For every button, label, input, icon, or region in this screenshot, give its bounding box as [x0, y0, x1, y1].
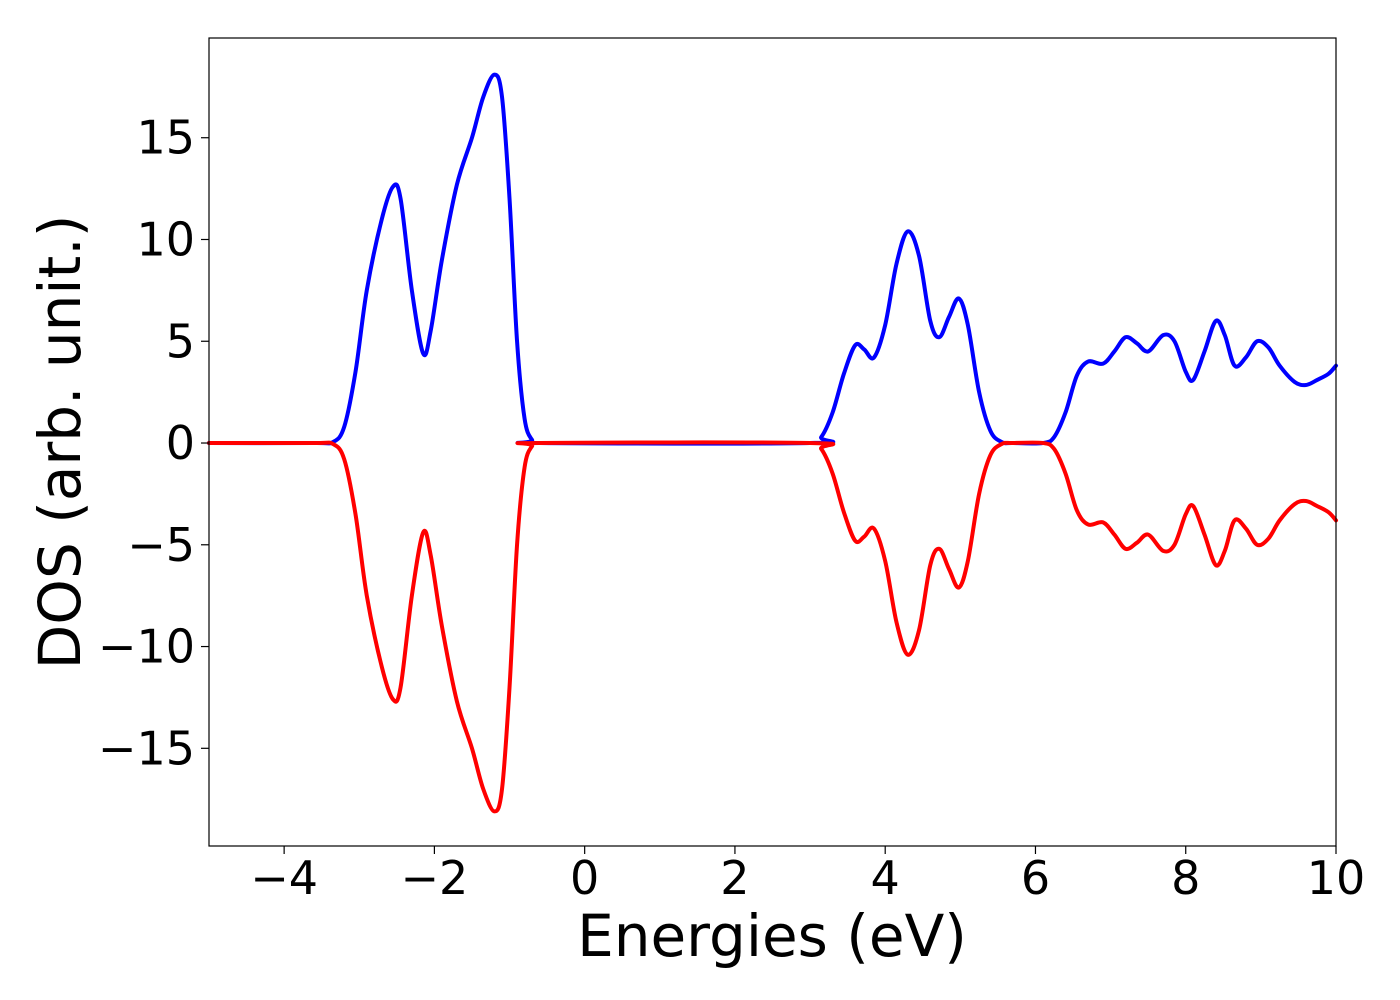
y-tick-label: 5 — [166, 314, 195, 368]
x-tick-label: 8 — [1171, 851, 1200, 905]
x-tick-label: 4 — [871, 851, 900, 905]
x-axis-label: Energies (eV) — [577, 902, 967, 970]
y-axis-label: DOS (arb. unit.) — [26, 215, 94, 670]
x-axis-ticks: −4 −2 0 2 4 6 8 10 — [250, 846, 1365, 905]
plot-frame — [208, 37, 1337, 847]
y-tick-label: 15 — [136, 111, 195, 165]
y-tick-label: −5 — [127, 518, 195, 572]
x-tick-label: 10 — [1307, 851, 1366, 905]
y-tick-label: 0 — [166, 416, 195, 470]
x-tick-label: 6 — [1021, 851, 1050, 905]
y-axis-ticks: −15 −10 −5 0 5 10 15 — [98, 111, 209, 775]
series-layer — [207, 72, 1338, 814]
y-tick-label: −15 — [98, 721, 195, 775]
x-tick-label: −4 — [250, 851, 318, 905]
x-tick-label: 0 — [570, 851, 599, 905]
y-tick-label: 10 — [136, 212, 195, 266]
series-line-1 — [207, 72, 1338, 446]
series-line-2 — [207, 440, 1338, 814]
y-tick-label: −10 — [98, 620, 195, 674]
x-tick-label: −2 — [400, 851, 468, 905]
x-tick-label: 2 — [720, 851, 749, 905]
